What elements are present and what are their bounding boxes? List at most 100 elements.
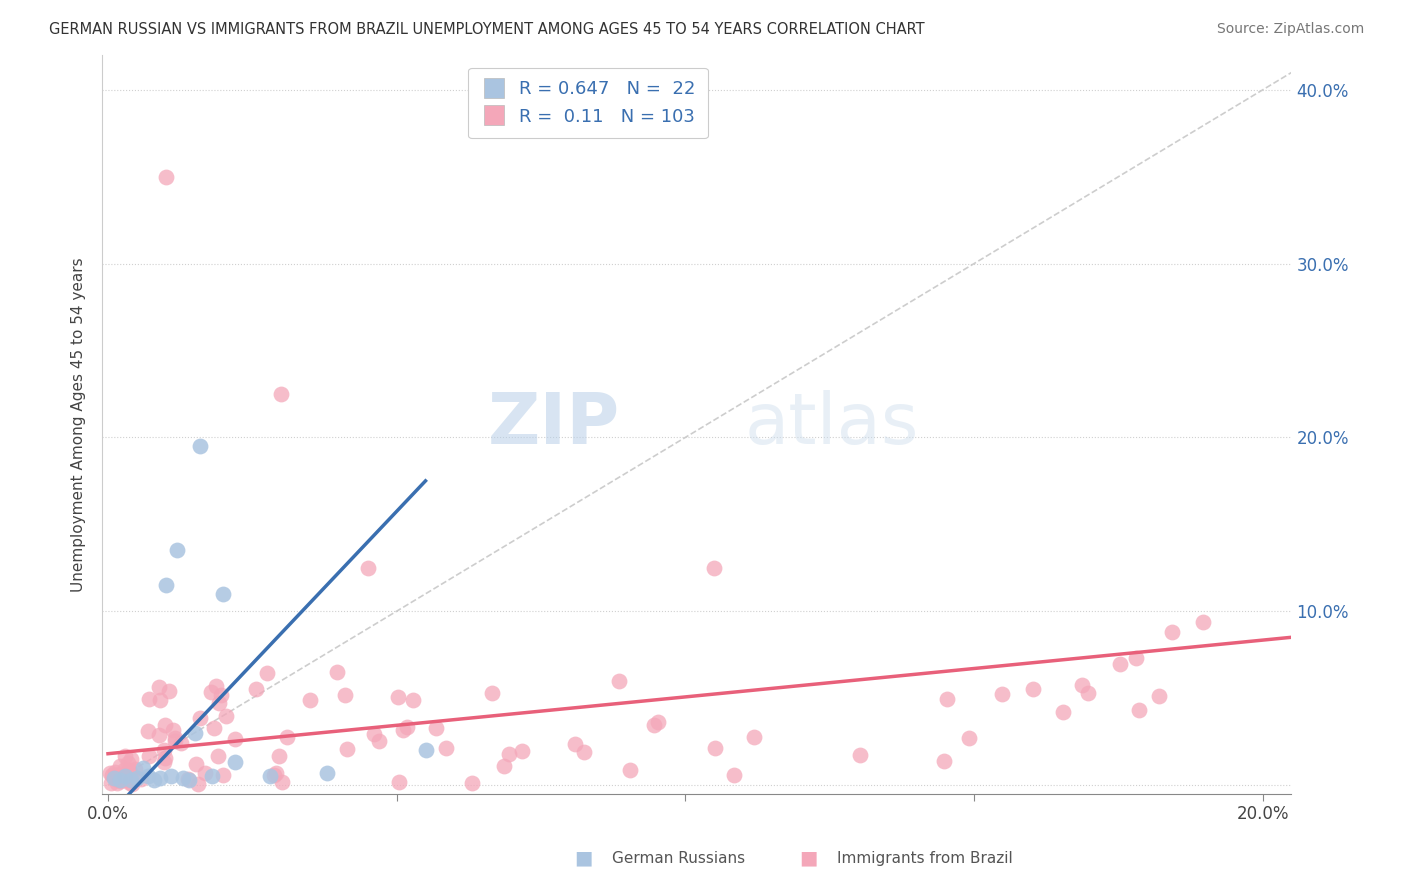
Point	[212, 767, 235, 781]
Text: ZIP: ZIP	[488, 390, 620, 458]
Point	[166, 543, 188, 558]
Point	[572, 745, 595, 759]
Point	[148, 680, 170, 694]
Point	[188, 439, 211, 453]
Point	[1192, 615, 1215, 629]
Point	[267, 749, 290, 764]
Point	[149, 771, 172, 785]
Point	[368, 734, 391, 748]
Point	[1022, 681, 1045, 696]
Point	[153, 743, 176, 757]
Point	[259, 769, 281, 783]
Point	[256, 665, 278, 680]
Point	[510, 744, 533, 758]
Point	[183, 726, 205, 740]
Point	[387, 690, 409, 705]
Point	[415, 743, 437, 757]
Point	[264, 766, 287, 780]
Point	[114, 749, 136, 764]
Point	[155, 578, 177, 592]
Point	[647, 714, 669, 729]
Point	[703, 561, 725, 575]
Point	[120, 752, 142, 766]
Point	[991, 687, 1014, 701]
Point	[152, 755, 174, 769]
Point	[117, 756, 139, 770]
Point	[263, 768, 285, 782]
Point	[619, 763, 641, 777]
Point	[138, 748, 160, 763]
Point	[333, 689, 356, 703]
Point	[98, 765, 121, 780]
Point	[212, 587, 235, 601]
Point	[105, 768, 128, 782]
Point	[205, 679, 228, 693]
Point	[136, 724, 159, 739]
Point	[121, 777, 143, 791]
Point	[1128, 703, 1150, 717]
Point	[118, 776, 141, 790]
Point	[1109, 657, 1132, 672]
Point	[224, 731, 246, 746]
Point	[188, 711, 211, 725]
Point	[200, 685, 222, 699]
Point	[124, 762, 146, 776]
Point	[153, 718, 176, 732]
Point	[498, 747, 520, 761]
Point	[957, 731, 980, 745]
Text: Source: ZipAtlas.com: Source: ZipAtlas.com	[1216, 22, 1364, 37]
Point	[155, 169, 177, 184]
Point	[723, 767, 745, 781]
Point	[160, 769, 183, 783]
Y-axis label: Unemployment Among Ages 45 to 54 years: Unemployment Among Ages 45 to 54 years	[72, 257, 86, 591]
Point	[434, 741, 457, 756]
Point	[108, 774, 131, 789]
Point	[115, 772, 138, 786]
Point	[104, 765, 127, 780]
Point	[492, 759, 515, 773]
Point	[1071, 678, 1094, 692]
Point	[245, 681, 267, 696]
Point	[1052, 705, 1074, 719]
Point	[187, 777, 209, 791]
Legend: R = 0.647   N =  22, R =  0.11   N = 103: R = 0.647 N = 22, R = 0.11 N = 103	[468, 68, 707, 138]
Point	[101, 768, 124, 782]
Text: GERMAN RUSSIAN VS IMMIGRANTS FROM BRAZIL UNEMPLOYMENT AMONG AGES 45 TO 54 YEARS : GERMAN RUSSIAN VS IMMIGRANTS FROM BRAZIL…	[49, 22, 925, 37]
Point	[170, 736, 193, 750]
Point	[108, 772, 131, 787]
Point	[298, 692, 321, 706]
Point	[392, 723, 415, 737]
Text: ■: ■	[799, 848, 818, 868]
Point	[177, 772, 200, 787]
Point	[125, 771, 148, 785]
Point	[129, 772, 152, 786]
Point	[849, 748, 872, 763]
Point	[177, 772, 200, 787]
Point	[1077, 686, 1099, 700]
Point	[138, 692, 160, 706]
Point	[108, 759, 131, 773]
Point	[112, 763, 135, 777]
Point	[936, 691, 959, 706]
Point	[138, 769, 160, 783]
Point	[396, 720, 419, 734]
Point	[461, 776, 484, 790]
Point	[194, 766, 217, 780]
Point	[114, 769, 136, 783]
Point	[103, 771, 125, 785]
Point	[201, 769, 224, 783]
Point	[224, 756, 246, 770]
Point	[609, 673, 631, 688]
Point	[165, 731, 187, 745]
Point	[363, 726, 385, 740]
Point	[207, 749, 229, 764]
Point	[1147, 690, 1170, 704]
Point	[564, 737, 586, 751]
Point	[388, 774, 411, 789]
Point	[202, 722, 225, 736]
Point	[117, 763, 139, 777]
Point	[1160, 625, 1182, 640]
Point	[162, 723, 184, 738]
Point	[425, 721, 447, 735]
Point	[131, 761, 153, 775]
